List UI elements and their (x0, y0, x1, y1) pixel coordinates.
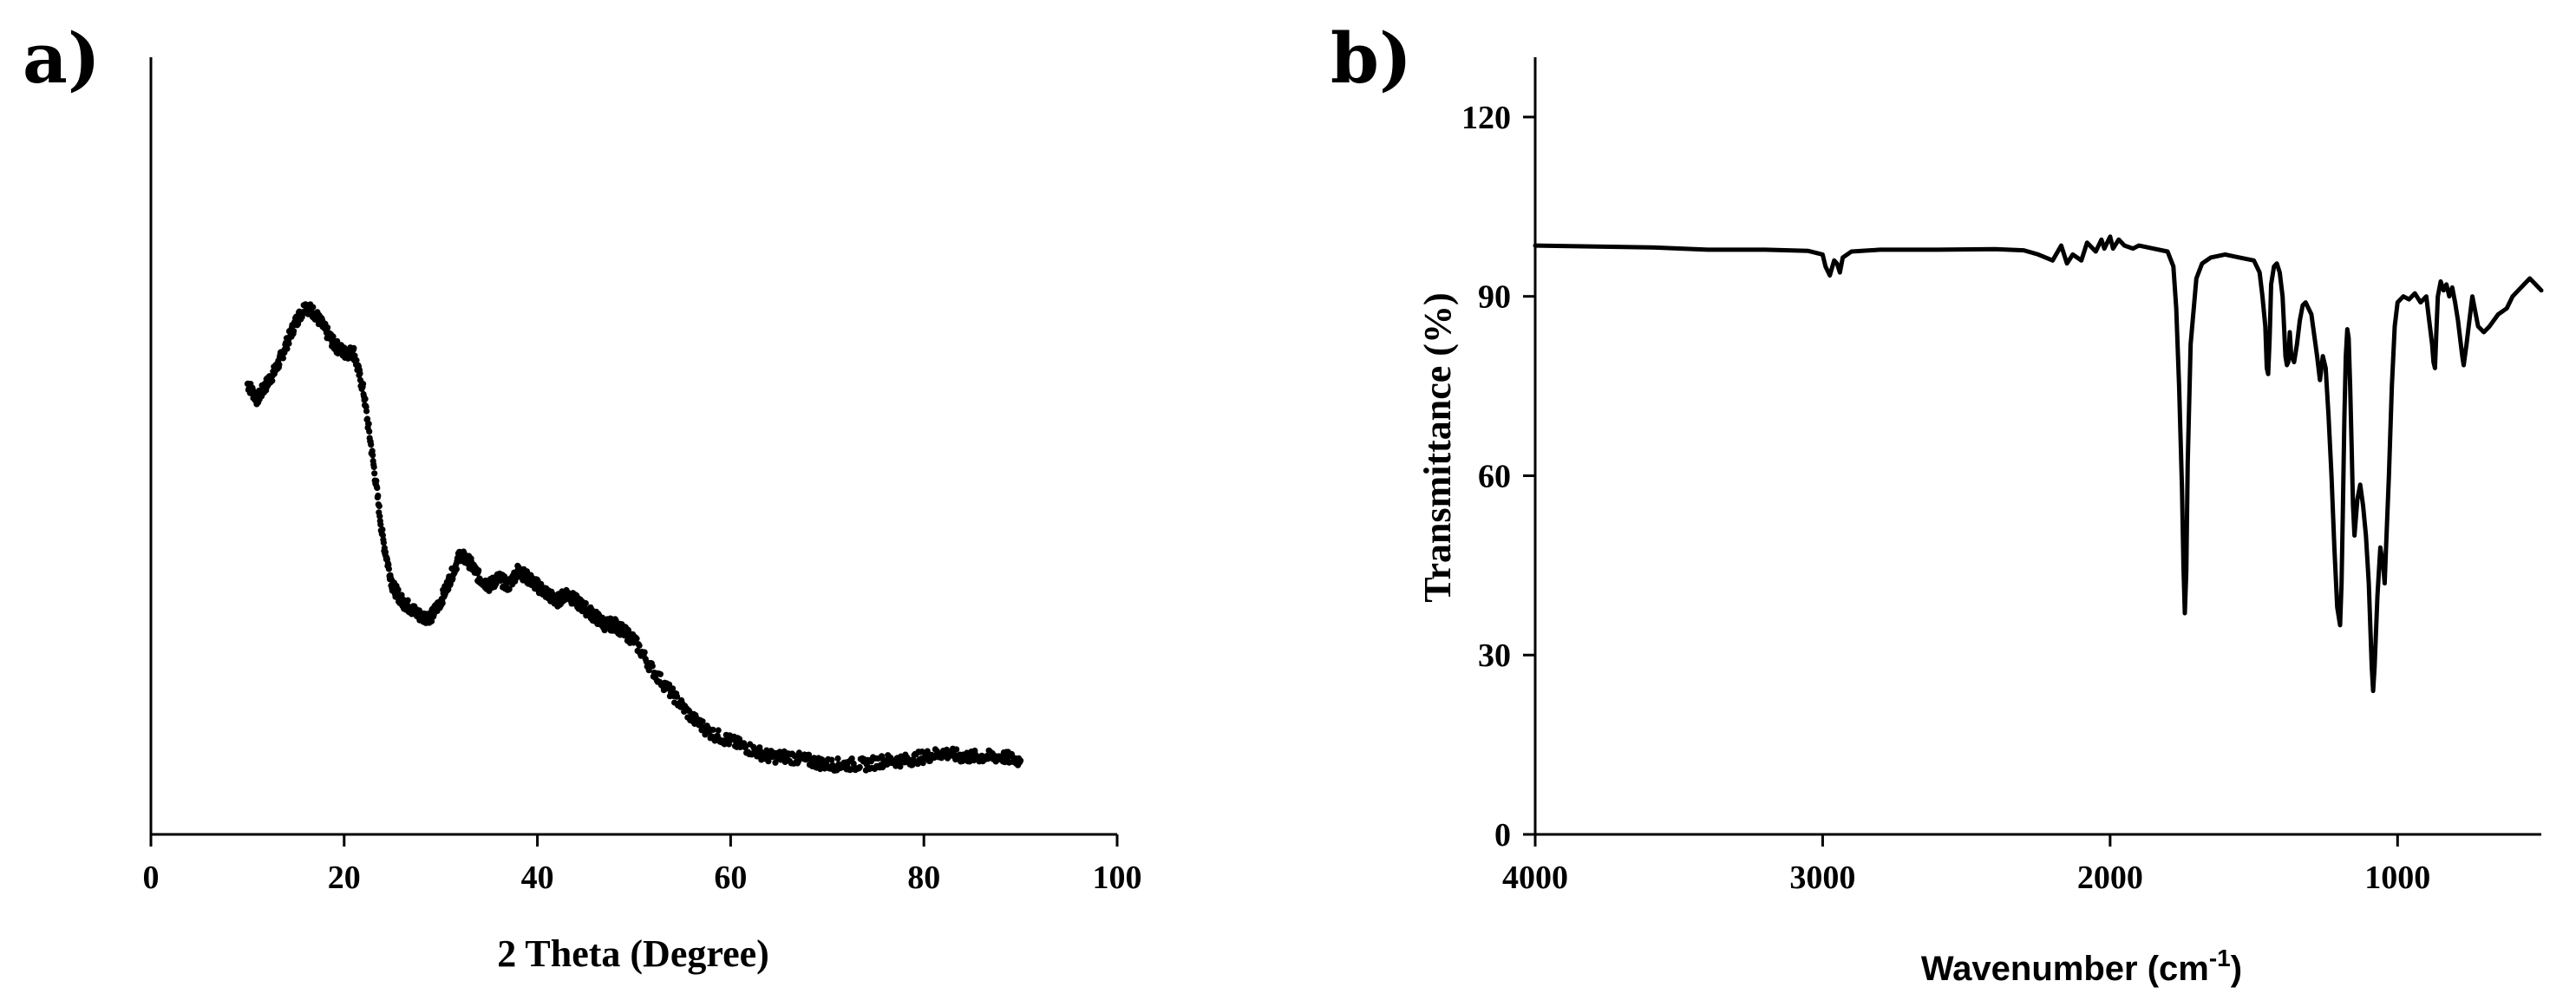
xrd-x-tick-label: 60 (714, 860, 747, 896)
xrd-point (428, 618, 435, 624)
xrd-point (334, 337, 341, 344)
ftir-x-axis-title-suffix: ) (2231, 950, 2242, 988)
xrd-point (363, 408, 370, 415)
xrd-point (856, 763, 863, 771)
xrd-point (366, 428, 373, 435)
xrd-x-axis-title: 2 Theta (Degree) (497, 932, 769, 975)
xrd-point (377, 521, 384, 528)
xrd-point (848, 755, 855, 762)
xrd-point (674, 693, 681, 700)
xrd-point (772, 759, 779, 766)
xrd-point (506, 585, 513, 592)
xrd-point (515, 564, 522, 572)
ftir-x-axis-title-superscript: -1 (2209, 945, 2231, 971)
xrd-point (375, 492, 382, 500)
ftir-chart-panel: b) 0 30 60 90 120 4000 3000 2000 1000 Transmitt… (1330, 17, 2544, 988)
panel-a-label: a) (23, 17, 101, 99)
xrd-point (379, 526, 386, 533)
xrd-point (398, 592, 405, 598)
ftir-x-axis-title: Wavenumber (cm-1) (1921, 945, 2242, 988)
xrd-point (269, 377, 276, 384)
xrd-point (370, 463, 377, 471)
ftir-y-tick-label: 60 (1478, 458, 1511, 494)
xrd-point (374, 484, 381, 492)
xrd-point (360, 381, 367, 388)
xrd-point (582, 599, 589, 607)
xrd-point (276, 361, 283, 368)
xrd-point (828, 756, 835, 763)
xrd-point (834, 755, 841, 762)
xrd-point (897, 763, 904, 770)
xrd-point (1008, 750, 1016, 758)
xrd-point (373, 477, 380, 485)
xrd-point (850, 760, 857, 768)
xrd-point (350, 344, 357, 351)
xrd-point (371, 470, 378, 477)
ftir-x-tick-label: 4000 (1502, 860, 1568, 896)
xrd-point (953, 746, 960, 753)
ftir-spectrum-line (1533, 234, 2544, 694)
xrd-point (376, 502, 382, 510)
xrd-x-tick-label: 80 (907, 860, 940, 896)
ftir-y-tick-label: 0 (1494, 817, 1511, 853)
xrd-point (699, 718, 706, 725)
xrd-x-tick-label: 20 (328, 860, 361, 896)
xrd-point (368, 441, 375, 448)
xrd-point (379, 532, 386, 539)
xrd-point (356, 370, 363, 377)
xrd-point (943, 746, 951, 754)
xrd-x-tick-label: 40 (521, 860, 554, 896)
xrd-point (365, 421, 372, 428)
xrd-point (475, 567, 482, 574)
xrd-point (353, 356, 360, 363)
xrd-point (633, 635, 640, 642)
xrd-point (404, 597, 411, 604)
xrd-point (924, 748, 931, 755)
xrd-point (310, 304, 317, 311)
xrd-chart-panel: a) 0 20 40 60 80 100 2 Theta (Degree) (23, 17, 1142, 975)
xrd-data-points (244, 301, 1024, 775)
xrd-point (715, 727, 722, 734)
xrd-x-ticks: 0 20 40 60 80 100 (143, 834, 1142, 896)
xrd-point (649, 663, 656, 670)
xrd-point (791, 753, 798, 760)
ftir-y-tick-label: 30 (1478, 638, 1511, 674)
panel-b-label: b) (1330, 17, 1412, 99)
xrd-point (636, 642, 643, 649)
ftir-x-tick-label: 2000 (2077, 860, 2143, 896)
xrd-point (369, 452, 376, 459)
xrd-point (645, 667, 652, 674)
xrd-point (364, 415, 371, 422)
xrd-point (376, 513, 383, 520)
ftir-y-axis-title: Transmittance (%) (1416, 292, 1459, 602)
ftir-y-tick-label: 120 (1461, 100, 1511, 136)
xrd-point (709, 726, 716, 734)
ftir-y-ticks: 0 30 60 90 120 (1461, 100, 1535, 853)
ftir-x-ticks: 4000 3000 2000 1000 (1502, 834, 2430, 896)
xrd-point (1017, 757, 1024, 764)
xrd-point (380, 539, 387, 546)
xrd-point (657, 670, 664, 677)
xrd-point (453, 566, 461, 572)
xrd-point (641, 649, 648, 656)
xrd-x-tick-label: 100 (1093, 860, 1142, 896)
ftir-y-tick-label: 90 (1478, 279, 1511, 316)
xrd-point (670, 685, 677, 692)
ftir-x-tick-label: 3000 (1789, 860, 1855, 896)
xrd-point (285, 340, 292, 347)
xrd-point (351, 352, 358, 359)
xrd-point (279, 355, 286, 362)
xrd-point (385, 566, 392, 572)
xrd-point (395, 586, 402, 593)
xrd-point (439, 599, 446, 607)
ftir-x-axis-title-main: Wavenumber (cm (1921, 950, 2209, 988)
xrd-point (330, 333, 337, 340)
xrd-point (284, 345, 291, 352)
xrd-x-tick-label: 0 (143, 860, 160, 896)
xrd-point (324, 324, 331, 331)
ftir-x-tick-label: 1000 (2364, 860, 2430, 896)
xrd-point (362, 396, 369, 402)
xrd-point (291, 328, 297, 335)
